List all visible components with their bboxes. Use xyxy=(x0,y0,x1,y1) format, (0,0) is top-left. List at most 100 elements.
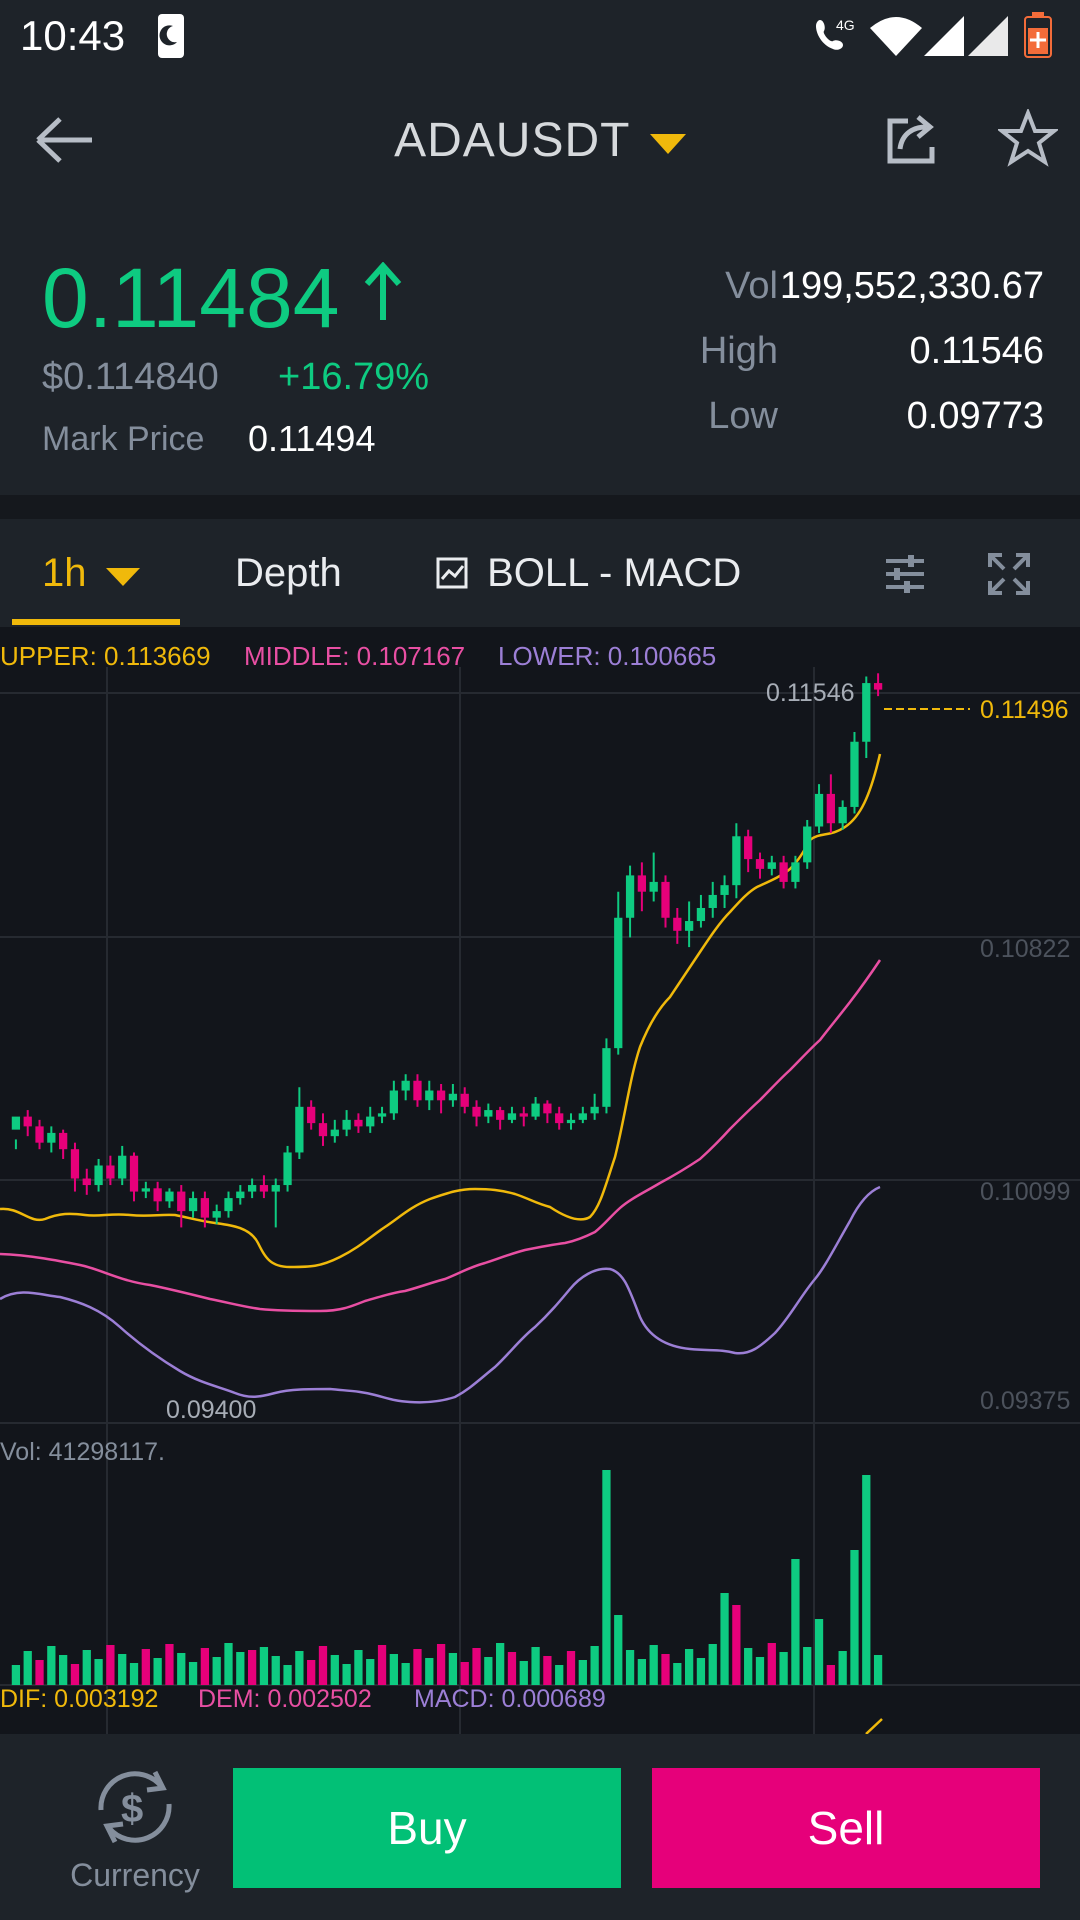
candle-body xyxy=(803,826,812,863)
boll-middle-legend: MIDDLE: 0.107167 xyxy=(244,641,466,671)
candle-body xyxy=(862,683,871,742)
bottom-action-bar: $ Currency Buy Sell xyxy=(0,1734,1080,1920)
candle-body xyxy=(767,862,776,869)
buy-button[interactable]: Buy xyxy=(233,1768,621,1888)
candle-body xyxy=(484,1110,493,1117)
candle-body xyxy=(82,1178,91,1186)
volume-bar xyxy=(129,1663,139,1685)
volume-bar xyxy=(543,1656,552,1685)
y-tick-3: 0.09375 xyxy=(980,1387,1070,1415)
symbol-selector[interactable]: ADAUSDT xyxy=(0,113,1080,168)
tab-indicators[interactable]: BOLL - MACD xyxy=(436,551,741,596)
signal-icon xyxy=(924,16,964,56)
tab-interval[interactable]: 1h xyxy=(42,551,140,596)
volume-bar xyxy=(47,1646,56,1685)
candle-body xyxy=(271,1185,280,1192)
candle-body xyxy=(873,683,883,690)
volume-bar xyxy=(507,1652,517,1685)
high-marker: 0.11546 xyxy=(766,679,855,707)
volume-bar xyxy=(82,1650,91,1685)
candle-body xyxy=(283,1152,292,1186)
active-tab-indicator xyxy=(12,619,180,625)
volume-bar xyxy=(354,1650,363,1685)
pair-title: ADAUSDT xyxy=(394,114,630,167)
volume-bar xyxy=(177,1653,186,1685)
volume-bar xyxy=(11,1665,21,1685)
volume-bar xyxy=(684,1649,694,1685)
candle-body xyxy=(47,1132,56,1143)
candle-body xyxy=(791,862,800,882)
candle-body xyxy=(590,1106,599,1114)
candle-body xyxy=(59,1132,68,1150)
candle-body xyxy=(814,793,824,827)
dropdown-caret-icon xyxy=(649,134,686,155)
macd-dem-legend: DEM: 0.002502 xyxy=(198,1685,372,1713)
currency-switch[interactable]: $ Currency xyxy=(60,1764,210,1914)
volume-bar xyxy=(519,1661,528,1685)
volume-bar xyxy=(141,1649,150,1685)
volume-bar xyxy=(862,1475,871,1685)
candle-body xyxy=(11,1116,21,1130)
candle-body xyxy=(496,1110,505,1120)
candle-body xyxy=(543,1103,552,1114)
volume-bar xyxy=(23,1651,32,1685)
sleep-mode-icon xyxy=(158,14,184,58)
usd-price: $0.114840 xyxy=(42,356,219,398)
candle-body xyxy=(649,881,658,892)
volume-bar xyxy=(401,1663,410,1685)
candle-body xyxy=(177,1191,186,1212)
volume-bar xyxy=(779,1652,788,1685)
macd-value-legend: MACD: 0.000689 xyxy=(414,1685,606,1713)
candle-body xyxy=(838,806,847,824)
volume-bar xyxy=(755,1657,765,1685)
last-price-value: 0.11484 xyxy=(42,251,340,345)
candle-body xyxy=(118,1155,127,1179)
favorite-star-icon[interactable] xyxy=(998,109,1058,169)
settings-sliders-icon[interactable] xyxy=(884,553,926,595)
sell-button[interactable]: Sell xyxy=(652,1768,1040,1888)
volume-bar xyxy=(318,1646,328,1685)
candle-body xyxy=(673,917,682,931)
macd-dif-line xyxy=(865,1718,883,1734)
tab-depth[interactable]: Depth xyxy=(235,551,342,595)
back-arrow-icon[interactable] xyxy=(34,115,94,165)
volume-bar xyxy=(448,1653,458,1685)
svg-text:4G: 4G xyxy=(836,17,855,33)
candle-body xyxy=(614,917,623,1049)
candle-body xyxy=(141,1188,150,1192)
share-icon[interactable] xyxy=(886,113,938,165)
price-chart[interactable]: UPPER: 0.113669 MIDDLE: 0.107167 LOWER: … xyxy=(0,627,1080,1734)
volume-bar xyxy=(330,1655,339,1685)
candle-body xyxy=(507,1113,517,1120)
volume-bar xyxy=(803,1647,812,1685)
candle-body xyxy=(555,1113,564,1124)
volume-bar xyxy=(637,1659,647,1685)
volume-bar xyxy=(673,1663,682,1685)
boll-upper-line xyxy=(0,753,882,1269)
candle-body xyxy=(200,1198,210,1218)
volume-bar xyxy=(106,1645,115,1685)
boll-middle-line xyxy=(0,959,882,1313)
candle-body xyxy=(366,1116,375,1127)
candlestick-plot: 0.11496 0.11546 0.09400 0.10822 0.10099 … xyxy=(0,667,1080,1734)
candle-body xyxy=(720,885,729,895)
candle-body xyxy=(602,1048,611,1107)
candle-body xyxy=(377,1113,387,1117)
volume-bar xyxy=(271,1656,280,1685)
signal-icon-2 xyxy=(968,16,1008,56)
volume-bar xyxy=(247,1650,257,1685)
candle-body xyxy=(732,836,741,886)
stat-high-label: High xyxy=(699,330,778,372)
volume-bar xyxy=(212,1657,221,1685)
volume-bar xyxy=(720,1593,729,1685)
chart-tabs: 1h Depth BOLL - MACD xyxy=(0,519,1080,627)
volume-bar xyxy=(377,1645,387,1685)
volume-bar xyxy=(342,1664,351,1685)
interval-caret-icon xyxy=(105,568,140,586)
candle-body xyxy=(259,1185,269,1192)
candle-body xyxy=(307,1106,316,1124)
stat-low-label: Low xyxy=(708,395,778,437)
fullscreen-icon[interactable] xyxy=(988,553,1030,595)
volume-bar xyxy=(625,1650,635,1685)
candle-body xyxy=(531,1103,540,1117)
